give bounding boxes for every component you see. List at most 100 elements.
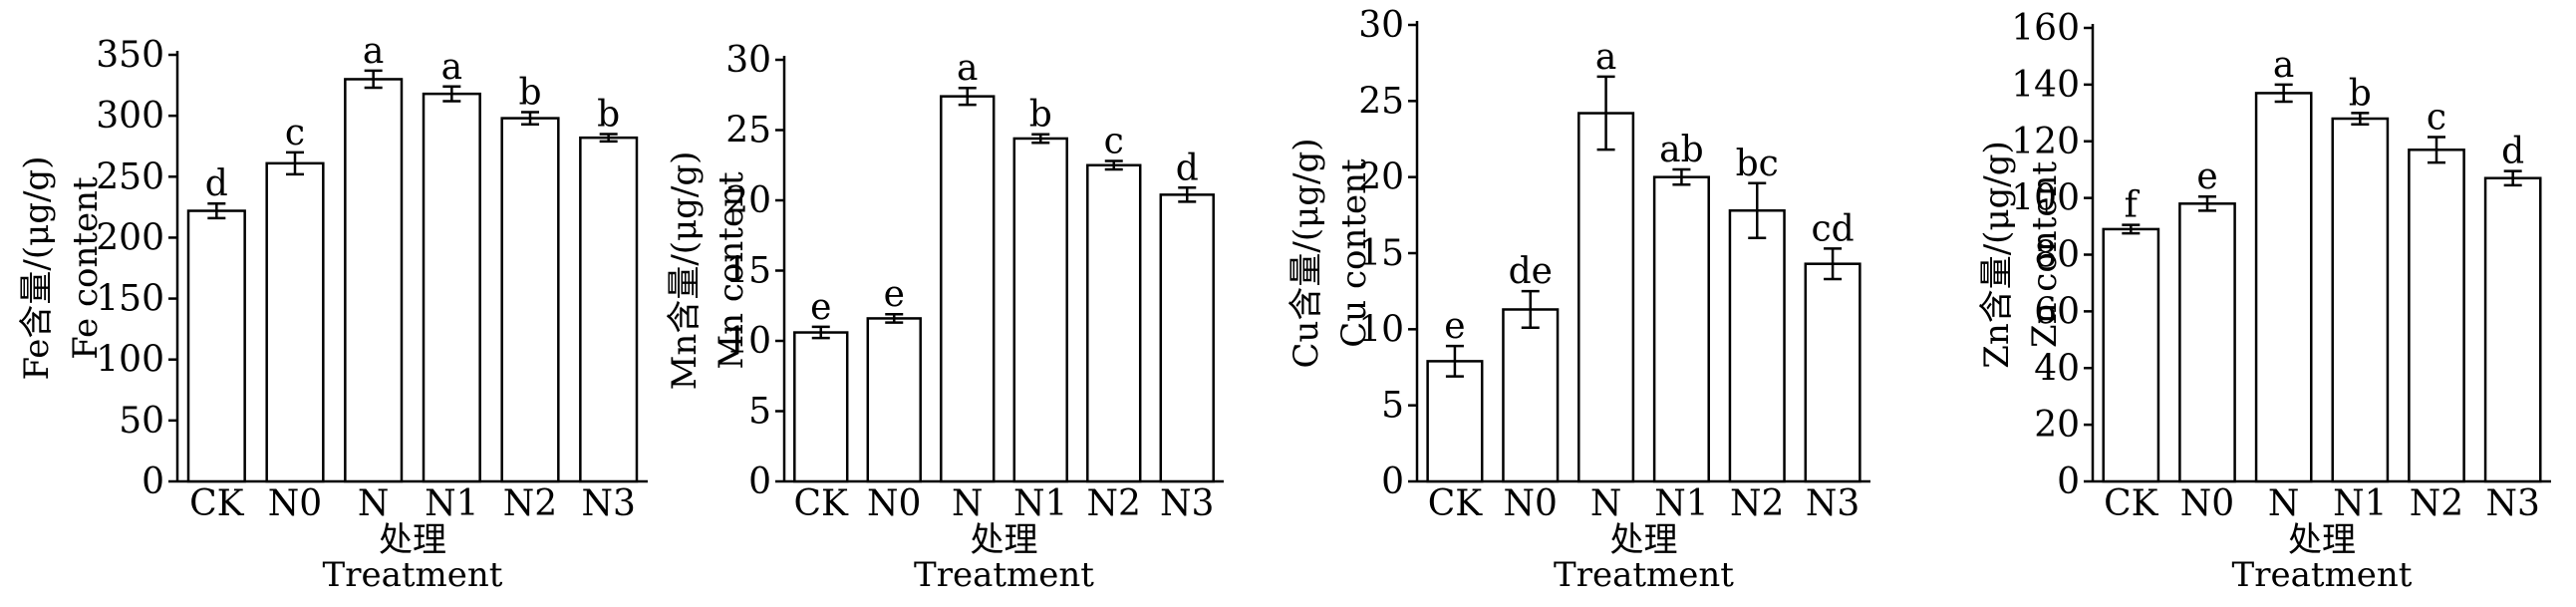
zn-significance-label: b — [2349, 73, 2372, 114]
mn-x-tick-label: N2 — [1087, 483, 1141, 524]
fe-y-tick-label: 200 — [96, 217, 164, 258]
mn-x-tick-label: N0 — [867, 483, 921, 524]
zn-y-tick-label: 120 — [2011, 122, 2080, 162]
zn-x-tick-label: N0 — [2180, 483, 2234, 524]
cu-y-tick-label: 20 — [1358, 157, 1404, 198]
cu-panel: 0 5 10 15 20 25 30 e CK de N0 a Nab N1 bc N2 cd N3 处理Treat… — [1287, 5, 1870, 595]
zn-y-tick-label: 40 — [2034, 348, 2080, 389]
zn-x-label-cn: 处理 — [2288, 520, 2356, 560]
mn-bar — [866, 317, 922, 483]
fe-y-tick-label: 50 — [119, 401, 164, 442]
zn-y-label-en: Zn content — [2025, 161, 2065, 348]
zn-x-tick-label: N3 — [2485, 483, 2539, 524]
zn-bar — [2102, 227, 2160, 483]
cu-y-tick-label: 25 — [1358, 81, 1404, 122]
zn-y-tick-label: 160 — [2011, 8, 2080, 49]
mn-y-label-cn: Mn含量/(μg/g) — [665, 152, 705, 391]
fe-significance-label: d — [205, 163, 228, 204]
cu-bar — [1728, 209, 1786, 483]
zn-bar — [2331, 117, 2390, 483]
fe-significance-label: a — [441, 47, 462, 88]
fe-y-tick-label: 100 — [96, 340, 164, 381]
fe-bar — [500, 117, 560, 483]
cu-x-tick-label: N2 — [1730, 483, 1784, 524]
mn-significance-label: b — [1029, 95, 1052, 136]
fe-y-tick-label: 0 — [142, 461, 164, 502]
zn-x-label-en: Treatment — [2232, 555, 2413, 595]
fe-y-label-en: Fe content — [66, 176, 106, 360]
fe-x-tick-label: N3 — [581, 483, 635, 524]
cu-bar — [1652, 175, 1710, 483]
fe-x-label-cn: 处理 — [379, 520, 446, 560]
mn-significance-label: c — [1104, 122, 1124, 162]
fe-bar — [344, 78, 404, 483]
zn-x-tick-label: CK — [2104, 483, 2159, 524]
zn-bar — [2178, 202, 2236, 483]
mn-x-tick-label: N — [952, 483, 984, 524]
cu-x-label-en: Treatment — [1554, 555, 1734, 595]
cu-x-tick-label: N3 — [1806, 483, 1860, 524]
fe-y-tick-label: 150 — [96, 279, 164, 320]
cu-x-tick-label: N1 — [1654, 483, 1708, 524]
cu-bar — [1804, 262, 1861, 483]
cu-x-label-cn: 处理 — [1610, 520, 1678, 560]
fe-y-tick-label: 300 — [96, 96, 164, 137]
mn-bar — [1159, 193, 1215, 483]
fe-significance-label: c — [285, 113, 305, 153]
zn-significance-label: a — [2273, 45, 2294, 86]
mn-panel: 0 5 10 15 20 25 30 e CK e N0 a Nb N1 c N2 d N3 处理Treatment… — [665, 40, 1224, 595]
cu-bar — [1502, 308, 1560, 483]
cu-x-tick-label: N0 — [1504, 483, 1558, 524]
zn-y-tick-label: 60 — [2034, 291, 2080, 332]
cu-y-tick-label: 10 — [1358, 309, 1404, 350]
mn-significance-label: d — [1176, 148, 1199, 188]
mn-y-tick-label: 5 — [748, 392, 771, 433]
mn-x-label-en: Treatment — [914, 555, 1094, 595]
mn-x-tick-label: CK — [794, 483, 850, 524]
zn-bar — [2408, 149, 2465, 483]
cu-x-tick-label: N — [1590, 483, 1622, 524]
zn-x-tick-label: N2 — [2410, 483, 2463, 524]
mn-significance-label: a — [957, 48, 978, 89]
cu-significance-label: cd — [1811, 208, 1854, 249]
fe-x-tick-label: N0 — [268, 483, 322, 524]
mn-significance-label: e — [810, 287, 831, 328]
fe-x-tick-label: CK — [189, 483, 245, 524]
mn-y-label-en: Mn content — [712, 171, 751, 370]
cu-y-tick-label: 5 — [1381, 386, 1404, 427]
fe-bar — [186, 209, 246, 483]
cu-significance-label: bc — [1736, 144, 1779, 184]
cu-y-tick-label: 30 — [1358, 5, 1404, 46]
fe-significance-label: b — [597, 94, 620, 135]
cu-y-tick-label: 15 — [1358, 233, 1404, 274]
zn-y-tick-label: 140 — [2011, 65, 2080, 106]
fe-x-tick-label: N2 — [503, 483, 557, 524]
fe-y-label-cn: Fe含量/(μg/g) — [17, 156, 57, 381]
mn-x-tick-label: N1 — [1013, 483, 1067, 524]
mn-significance-label: e — [884, 274, 905, 315]
zn-x-tick-label: N — [2268, 483, 2300, 524]
cu-significance-label: a — [1595, 37, 1616, 78]
fe-significance-label: a — [363, 31, 384, 72]
zn-bar — [2483, 176, 2542, 483]
cu-bar — [1426, 360, 1484, 483]
fe-y-tick-label: 350 — [96, 35, 164, 76]
zn-panel: 0 20 40 60 80 100 120 140 160 f CK e N0 a Nb N1 c N2 d N3 处理… — [1977, 8, 2551, 595]
cu-bar — [1577, 112, 1635, 483]
mn-x-tick-label: N3 — [1160, 483, 1214, 524]
cu-significance-label: e — [1444, 306, 1465, 347]
cu-x-tick-label: CK — [1428, 483, 1484, 524]
zn-x-tick-label: N1 — [2333, 483, 2387, 524]
fe-x-tick-label: N1 — [425, 483, 478, 524]
zn-significance-label: d — [2501, 132, 2524, 172]
fe-x-label-en: Treatment — [323, 555, 503, 595]
mn-y-tick-label: 20 — [725, 180, 771, 221]
fe-bar — [265, 161, 325, 483]
zn-significance-label: e — [2196, 156, 2217, 197]
zn-bar — [2254, 92, 2313, 483]
mn-y-tick-label: 10 — [725, 321, 771, 362]
mn-y-tick-label: 0 — [748, 461, 771, 502]
fe-bar — [422, 92, 481, 483]
zn-y-tick-label: 0 — [2057, 461, 2080, 502]
